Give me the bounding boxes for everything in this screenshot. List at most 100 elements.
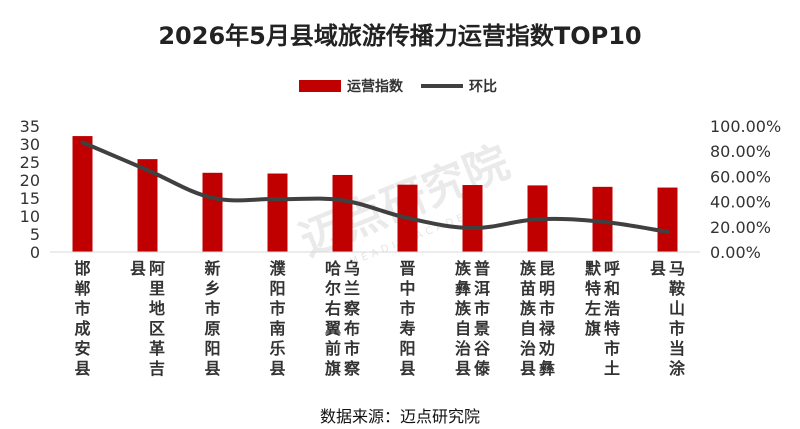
bar-series — [72, 136, 678, 252]
bar — [267, 173, 288, 252]
category-char: 南 — [269, 319, 285, 338]
category-char: 察 — [343, 299, 361, 318]
bar — [592, 186, 613, 252]
category-char: 彝 — [455, 279, 471, 298]
category-char: 乡 — [204, 279, 220, 298]
category-char: 旗 — [325, 359, 341, 378]
category-char: 县 — [269, 359, 285, 378]
category-char: 原 — [204, 319, 220, 338]
category-char: 洱 — [474, 279, 490, 298]
category-char: 哈 — [325, 259, 341, 278]
legend-bar-swatch — [299, 80, 341, 92]
category-char: 邯 — [74, 259, 90, 278]
category-char: 市 — [669, 319, 685, 338]
category-char: 革 — [149, 339, 165, 358]
category-char: 察 — [343, 359, 361, 378]
category-char: 涂 — [669, 359, 686, 378]
category-char: 族 — [455, 259, 472, 278]
category-char: 治 — [520, 339, 536, 358]
category-char: 市 — [344, 339, 360, 358]
category-char: 傣 — [474, 359, 491, 378]
legend: 运营指数 环比 — [299, 78, 497, 95]
category-char: 成 — [74, 319, 90, 338]
left-tick-label: 0 — [30, 243, 40, 262]
category-char: 族 — [520, 299, 537, 318]
category-char: 彝 — [539, 359, 555, 378]
left-tick-label: 35 — [20, 117, 40, 136]
category-char: 土 — [604, 359, 620, 378]
category-char: 马 — [669, 259, 685, 278]
category-char: 布 — [344, 319, 360, 338]
category-char: 阳 — [269, 279, 285, 298]
category-char: 普 — [474, 259, 490, 278]
category-char: 县 — [520, 359, 536, 378]
category-char: 里 — [149, 279, 165, 298]
category-char: 县 — [399, 359, 415, 378]
category-char: 呼 — [604, 259, 620, 278]
category-char: 明 — [539, 279, 555, 298]
category-char: 市 — [539, 299, 555, 318]
category-char: 市 — [399, 299, 415, 318]
category-char: 寿 — [399, 319, 415, 338]
right-tick-label: 60.00% — [710, 167, 771, 186]
bar — [137, 159, 158, 252]
category-char: 尔 — [325, 279, 341, 298]
category-char: 当 — [669, 339, 685, 358]
category-char: 地 — [149, 299, 165, 318]
category-char: 前 — [325, 339, 341, 358]
left-tick-label: 30 — [20, 135, 40, 154]
line-series — [80, 140, 670, 234]
category-char: 晋 — [399, 259, 415, 278]
right-tick-label: 20.00% — [710, 218, 771, 237]
bar — [202, 172, 223, 252]
category-char: 和 — [604, 279, 620, 298]
category-char: 乌 — [344, 259, 360, 278]
category-char: 旗 — [585, 319, 601, 338]
category-char: 治 — [455, 339, 471, 358]
category-char: 谷 — [474, 339, 491, 358]
left-tick-label: 20 — [20, 171, 40, 190]
category-char: 自 — [520, 319, 536, 338]
category-char: 阿 — [149, 259, 165, 278]
category-char: 县 — [74, 359, 90, 378]
category-char: 族 — [520, 259, 537, 278]
category-char: 鞍 — [669, 279, 685, 298]
category-char: 吉 — [149, 359, 165, 378]
category-char: 安 — [74, 339, 90, 358]
category-char: 族 — [455, 299, 472, 318]
right-tick-label: 100.00% — [710, 117, 781, 136]
right-tick-label: 80.00% — [710, 142, 771, 161]
legend-line-label: 环比 — [469, 78, 497, 95]
category-char: 兰 — [344, 279, 360, 298]
category-char: 市 — [269, 299, 285, 318]
category-char: 左 — [584, 299, 601, 318]
right-tick-label: 0.00% — [710, 243, 761, 262]
right-axis: 0.00% 20.00% 40.00% 60.00% 80.00% 100.00% — [710, 117, 781, 262]
category-char: 县 — [204, 359, 220, 378]
category-char: 翼 — [325, 319, 341, 338]
category-char: 苗 — [520, 279, 536, 298]
category-char: 景 — [474, 319, 490, 338]
category-char: 县 — [650, 259, 666, 278]
category-char: 默 — [585, 259, 602, 278]
left-tick-label: 25 — [20, 153, 40, 172]
category-char: 市 — [204, 299, 220, 318]
category-char: 郸 — [74, 279, 90, 298]
left-tick-label: 10 — [20, 207, 40, 226]
category-char: 昆 — [539, 259, 555, 278]
category-char: 阳 — [204, 339, 220, 358]
right-tick-label: 40.00% — [710, 193, 771, 212]
category-char: 乐 — [269, 339, 285, 358]
category-char: 阳 — [399, 339, 415, 358]
category-char: 濮 — [269, 259, 286, 278]
category-char: 特 — [585, 279, 601, 298]
